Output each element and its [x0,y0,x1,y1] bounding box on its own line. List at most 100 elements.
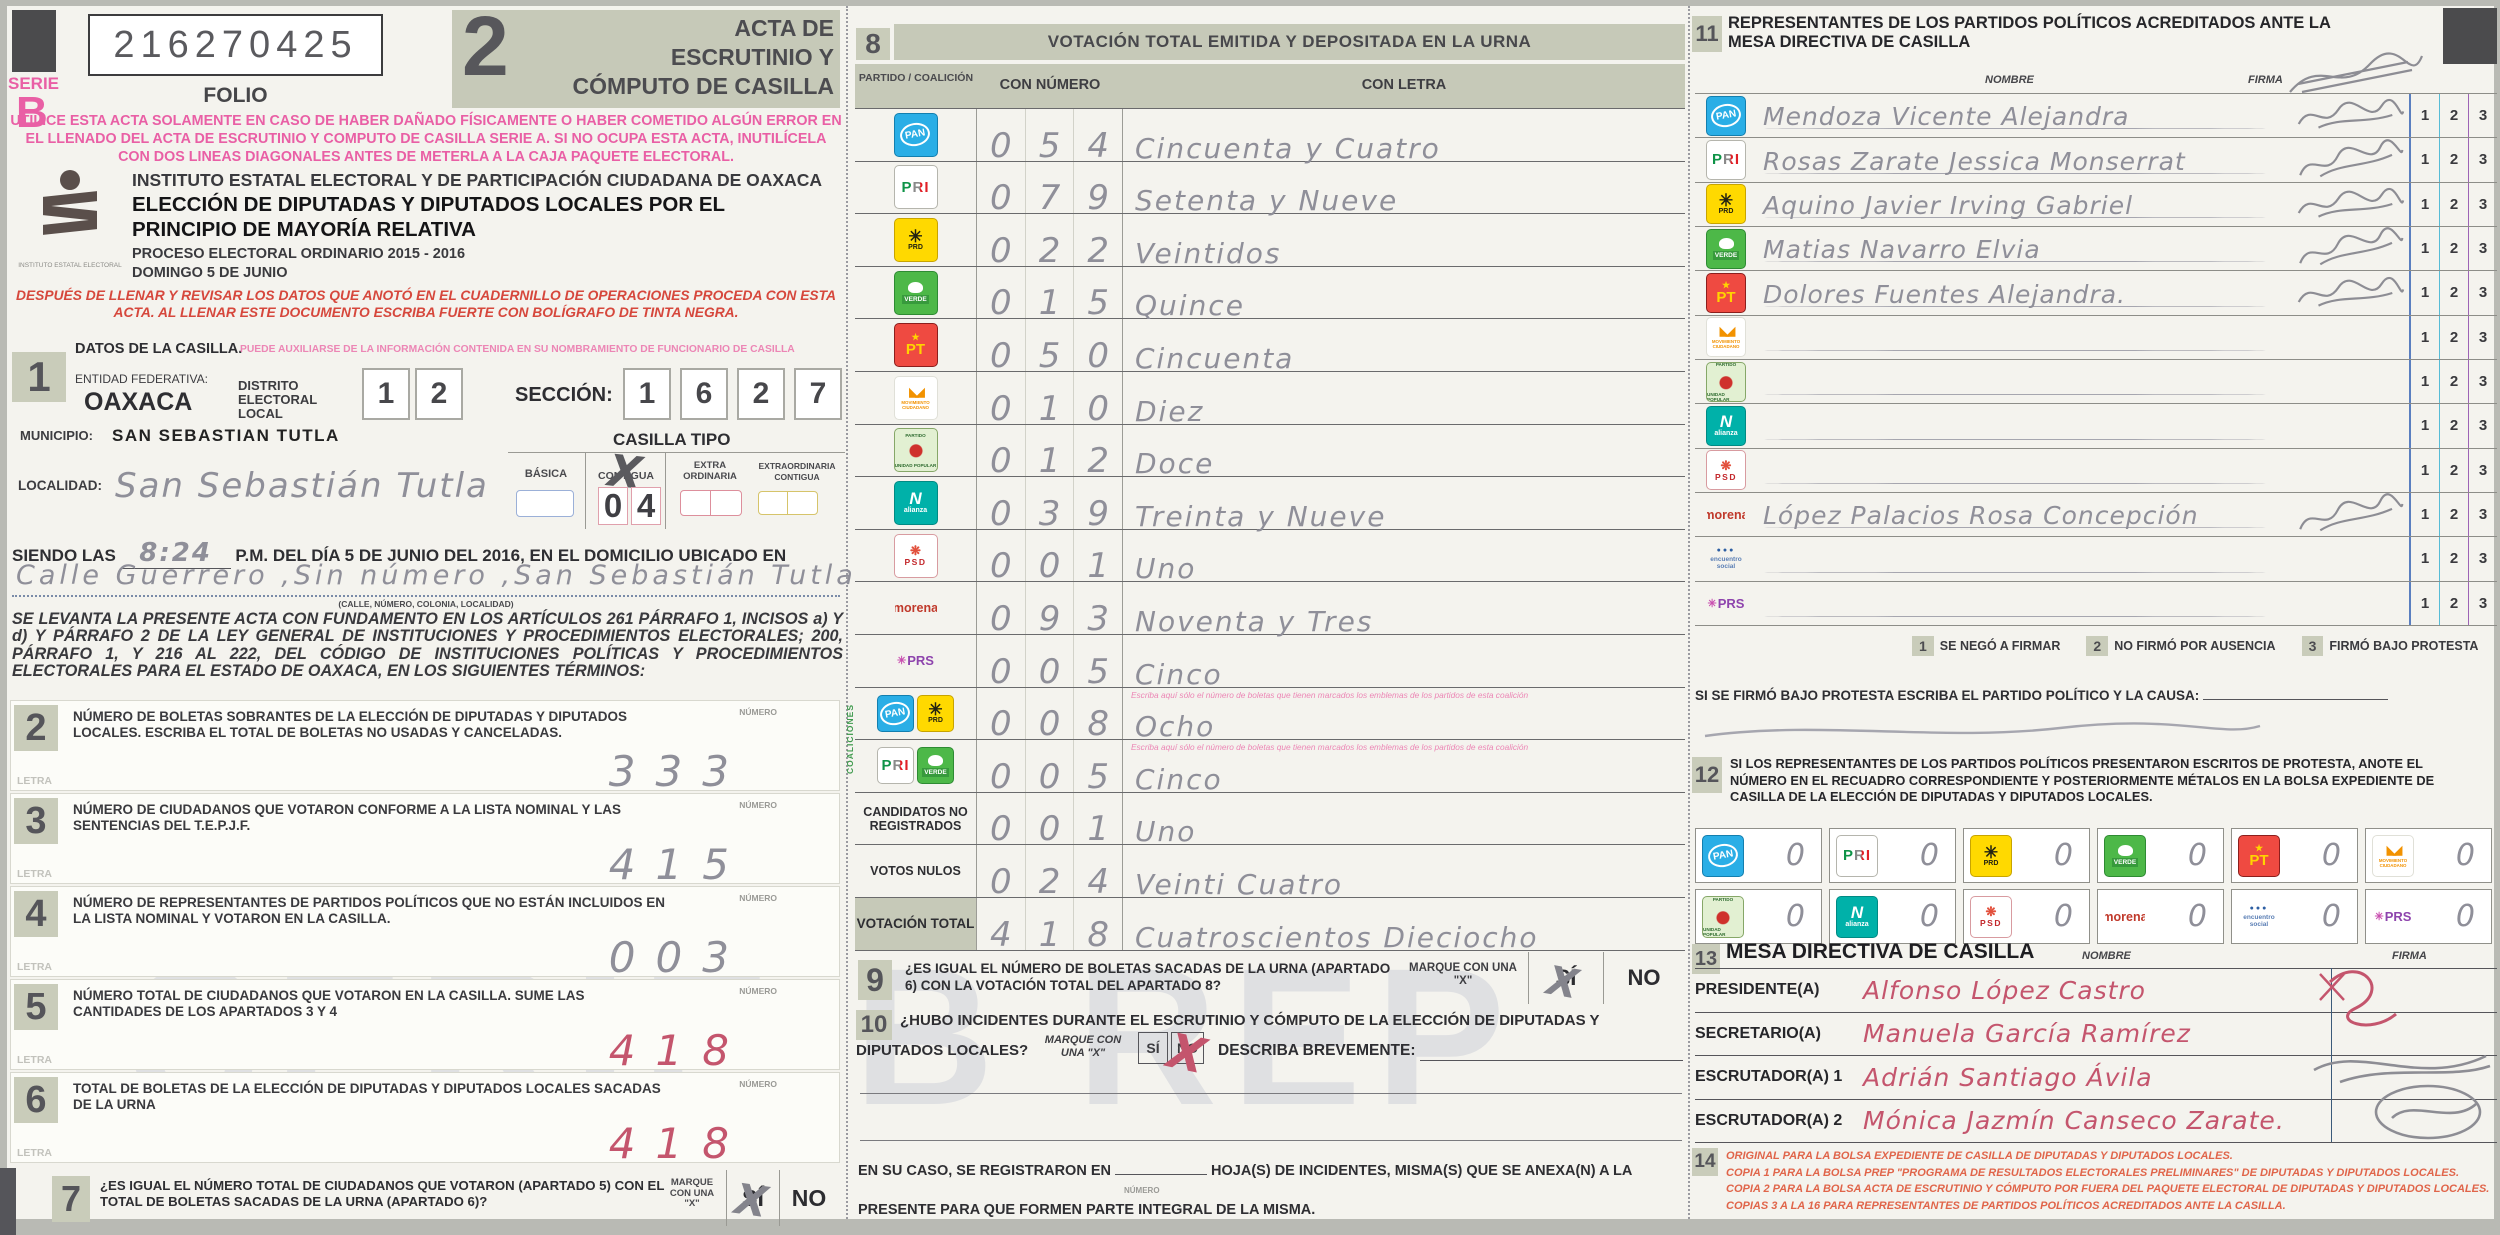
localidad-value[interactable]: San Sebastián Tutla [115,466,489,506]
votes-letter-cell[interactable]: Cinco [1123,635,1685,691]
votes-letter-cell[interactable]: Diez [1123,372,1685,428]
representative-name[interactable]: Aquino Javier Irving Gabriel [1763,191,2268,220]
representative-name[interactable]: López Palacios Rosa Concepción [1763,501,2268,530]
protest-writ-box[interactable]: 0 [1695,828,1822,883]
count-value[interactable]: 003 [609,933,749,982]
status-cell-1[interactable]: 1 [2409,271,2439,315]
votes-letter-cell[interactable]: Setenta y Nueve [1123,162,1685,217]
status-cell-2[interactable]: 2 [2439,359,2468,404]
votes-number-cell[interactable]: 0 0 5 [977,634,1123,689]
status-cell-3[interactable]: 3 [2468,581,2497,625]
describa-blank[interactable] [1420,1060,1683,1061]
protest-blank[interactable] [2203,699,2389,700]
distrito-digit-box[interactable]: 1 [362,368,410,420]
status-cell-3[interactable]: 3 [2468,182,2497,226]
status-cell-3[interactable]: 3 [2468,359,2497,404]
tipo-basica-box[interactable] [516,490,574,517]
status-cell-1[interactable]: 1 [2409,182,2439,226]
votes-number-cell[interactable]: 0 9 3 [977,582,1123,636]
votes-letter-cell[interactable]: Veinti Cuatro [1123,845,1685,901]
section9-yes-option[interactable]: SÍ X [1528,952,1603,1008]
votes-number-cell[interactable]: 0 1 5 [977,266,1123,320]
votes-letter-cell[interactable]: Quince [1123,267,1685,322]
protest-writ-box[interactable]: 0 [2365,828,2492,883]
representative-name[interactable]: Rosas Zarate Jessica Monserrat [1763,147,2268,176]
representative-name[interactable]: Matias Navarro Elvia [1763,235,2268,264]
votes-letter-cell[interactable]: Cuatroscientos Dieciocho [1123,898,1685,954]
votes-number-cell[interactable]: 0 0 1 [977,529,1123,583]
votes-letter-cell[interactable]: Noventa y Tres [1123,582,1685,638]
votes-number-cell[interactable]: 0 2 4 [977,845,1123,899]
status-cell-3[interactable]: 3 [2468,315,2497,359]
incident-rule-1[interactable] [860,1093,1682,1094]
status-cell-2[interactable]: 2 [2439,404,2468,448]
votes-number-cell[interactable]: 0 0 5 [977,740,1123,794]
status-cell-3[interactable]: 3 [2468,404,2497,448]
count-value[interactable]: 418 [609,1026,749,1075]
section7-yes-option[interactable]: SÍ X [726,1170,779,1227]
representative-name[interactable]: Mendoza Vicente Alejandra [1763,102,2268,131]
tipo-extra-box[interactable] [680,490,742,516]
status-cell-2[interactable]: 2 [2439,492,2468,537]
votes-number-cell[interactable]: 0 0 1 [977,792,1123,846]
votes-number-cell[interactable]: 0 0 8 [977,687,1123,741]
votes-number-cell[interactable]: 0 7 9 [977,161,1123,215]
protest-writ-box[interactable]: 0 [1695,889,1822,944]
status-cell-2[interactable]: 2 [2439,448,2468,492]
section9-no-option[interactable]: NO [1603,952,1684,1004]
section10-no-box[interactable]: NO [1171,1032,1204,1064]
status-cell-1[interactable]: 1 [2409,94,2439,138]
incident-count-blank[interactable] [1115,1174,1208,1175]
votes-letter-cell[interactable]: Doce [1123,425,1685,480]
protest-writ-box[interactable]: 0 [2365,889,2492,944]
section10-yes-box[interactable]: SÍ [1138,1032,1168,1064]
status-cell-2[interactable]: 2 [2439,94,2468,138]
status-cell-3[interactable]: 3 [2468,492,2497,537]
votes-number-cell[interactable]: 0 1 2 [977,424,1123,478]
status-cell-1[interactable]: 1 [2409,404,2439,448]
votes-number-cell[interactable]: 0 1 0 [977,371,1123,426]
representative-name[interactable]: Dolores Fuentes Alejandra. [1763,280,2268,309]
official-name[interactable]: Alfonso López Castro [1863,975,2146,1005]
count-value[interactable]: 333 [609,747,749,796]
votes-number-cell[interactable]: 0 3 9 [977,477,1123,531]
status-cell-1[interactable]: 1 [2409,448,2439,492]
status-cell-1[interactable]: 1 [2409,581,2439,625]
status-cell-2[interactable]: 2 [2439,537,2468,581]
official-name[interactable]: Adrián Santiago Ávila [1863,1062,2153,1092]
status-cell-1[interactable]: 1 [2409,359,2439,404]
siendo-time[interactable]: 8:24 [120,538,231,569]
votes-letter-cell[interactable]: Uno [1123,530,1685,585]
distrito-digit-box[interactable]: 2 [415,368,463,420]
votes-letter-cell[interactable]: Escriba aquí sólo el número de boletas q… [1123,740,1685,796]
votes-letter-cell[interactable]: Cincuenta y Cuatro [1123,109,1685,165]
protest-writ-box[interactable]: 0 [2097,889,2224,944]
official-name[interactable]: Manuela García Ramírez [1863,1019,2191,1049]
incident-rule-2[interactable] [860,1140,1682,1141]
votes-letter-cell[interactable]: Uno [1123,793,1685,848]
count-value[interactable]: 418 [609,1119,749,1168]
status-cell-3[interactable]: 3 [2468,94,2497,138]
votes-number-cell[interactable]: 0 5 0 [977,319,1123,373]
protest-writ-box[interactable]: 0 [2231,889,2358,944]
votes-letter-cell[interactable]: Cincuenta [1123,319,1685,375]
status-cell-3[interactable]: 3 [2468,226,2497,271]
protest-writ-box[interactable]: 0 [2097,828,2224,883]
status-cell-2[interactable]: 2 [2439,581,2468,625]
status-cell-1[interactable]: 1 [2409,492,2439,537]
votes-letter-cell[interactable]: Escriba aquí sólo el número de boletas q… [1123,688,1685,744]
status-cell-3[interactable]: 3 [2468,448,2497,492]
status-cell-2[interactable]: 2 [2439,182,2468,226]
votes-letter-cell[interactable]: Veintidos [1123,214,1685,270]
protest-writ-box[interactable]: 0 [1963,828,2090,883]
address-handwritten[interactable]: Calle Guerrero ,Sin número ,San Sebastiá… [16,560,857,591]
tipo-extcont-box[interactable] [758,491,818,515]
status-cell-2[interactable]: 2 [2439,315,2468,359]
official-name[interactable]: Mónica Jazmín Canseco Zarate. [1863,1106,2285,1136]
protest-writ-box[interactable]: 0 [1829,828,1956,883]
count-value[interactable]: 415 [609,840,749,889]
status-cell-1[interactable]: 1 [2409,315,2439,359]
protest-writ-box[interactable]: 0 [1829,889,1956,944]
protest-writ-box[interactable]: 0 [2231,828,2358,883]
